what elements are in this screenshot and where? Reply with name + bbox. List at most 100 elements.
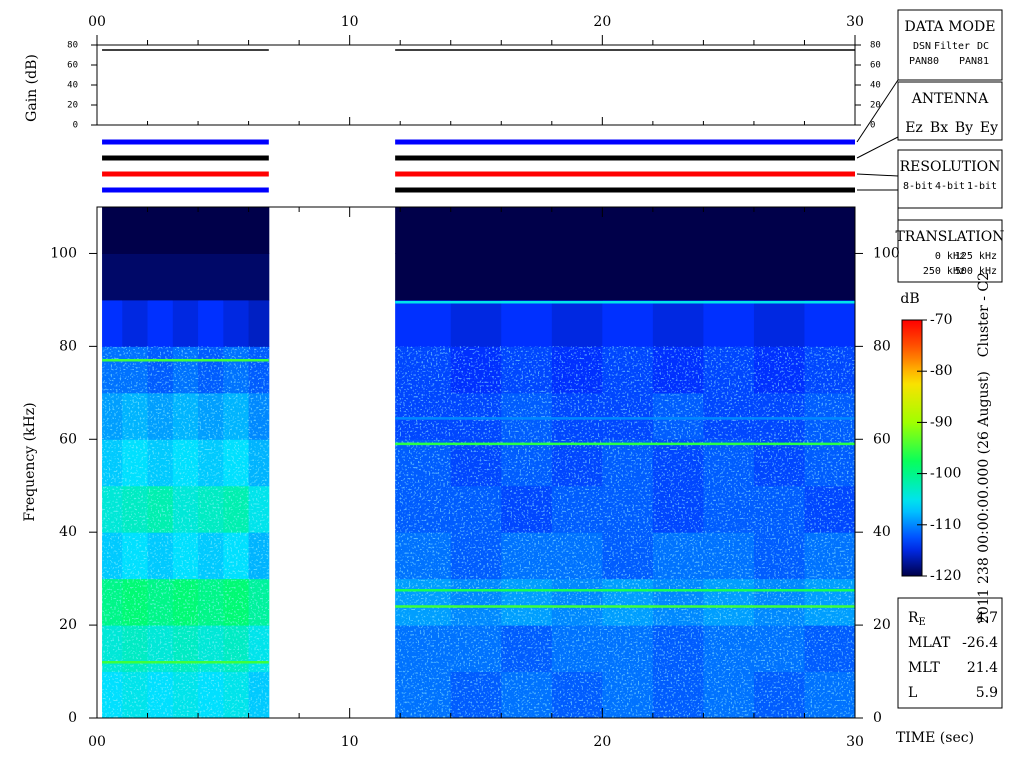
colorbar: [901, 319, 923, 577]
legend-item: 125 kHz: [955, 251, 997, 262]
spectrogram-cell: [602, 299, 654, 347]
x-tick-label: 00: [88, 734, 106, 750]
info-box: [897, 597, 1003, 709]
spectrogram-cell: [248, 253, 270, 301]
y-axis-label: Frequency (kHz): [22, 402, 38, 521]
y-tick-label-right: 20: [873, 617, 891, 633]
y-tick-label-right: 40: [873, 524, 891, 540]
x-axis-label: TIME (sec): [896, 730, 974, 746]
y-tick-label: 20: [59, 617, 77, 633]
date: 2011 238 00:00:00.000 (26 August): [976, 371, 992, 624]
spectrogram-cell: [551, 299, 603, 347]
x-tick-label-top: 00: [88, 14, 106, 30]
x-tick-label: 10: [341, 734, 359, 750]
connector: [857, 189, 899, 221]
spectrogram-cell: [223, 207, 250, 254]
info-value: 4.7: [976, 610, 998, 626]
connector: [856, 79, 899, 143]
legend-item: 1-bit: [967, 181, 997, 192]
legend-item: PAN81: [959, 56, 989, 67]
info-label-text: R: [908, 610, 919, 626]
info-label-text: MLT: [908, 660, 940, 676]
spectrogram-cell: [652, 207, 704, 254]
legend-item: 500 kHz: [955, 266, 997, 277]
y-tick-label: 0: [68, 710, 77, 726]
spectrogram-cell: [501, 207, 553, 254]
spectrogram-cell: [450, 207, 502, 254]
spectrogram: [102, 207, 856, 719]
spectrogram-cell: [172, 207, 199, 254]
gain-tick-label: 20: [67, 101, 78, 111]
y-tick-label: 80: [59, 338, 77, 354]
legend-item: 0 kHz: [935, 251, 965, 262]
spectrogram-cell: [450, 253, 502, 301]
speckle-texture: [395, 346, 855, 718]
x-tick-label-top: 30: [846, 14, 864, 30]
spectrogram-cell: [551, 207, 603, 254]
info-label: MLT: [908, 660, 940, 676]
spectrogram-cell: [102, 299, 123, 347]
gain-tick-label-right: 80: [870, 41, 881, 51]
legend-box: [897, 219, 1003, 283]
info-value: 21.4: [967, 660, 998, 676]
y-tick-label-right: 0: [873, 710, 882, 726]
gain-tick-label-right: 0: [870, 121, 875, 131]
legend-box: [897, 9, 1003, 81]
legend-item: 4-bit: [935, 181, 965, 192]
legend-item: 8-bit: [903, 181, 933, 192]
spectrogram-cell: [147, 299, 174, 347]
x-tick-label: 20: [593, 734, 611, 750]
gain-frame: [96, 44, 856, 126]
spectrogram-cell: [804, 253, 856, 301]
legend-item: Ey: [980, 120, 998, 136]
y-tick-label-right: 60: [873, 431, 891, 447]
spectrogram-cell: [147, 207, 174, 254]
spectrogram-cell: [122, 207, 149, 254]
spectrogram-cell: [652, 253, 704, 301]
spectrogram-cell: [198, 253, 224, 301]
legend-item: Ez: [905, 120, 923, 136]
legend-title: DATA MODE: [905, 19, 996, 35]
spectrogram-cell: [122, 253, 149, 301]
gain-tick-label: 0: [73, 121, 78, 131]
spectrogram-cell: [395, 253, 452, 301]
connector: [856, 173, 899, 177]
spectrogram-cell: [501, 253, 553, 301]
info-label: L: [908, 685, 917, 701]
gain-tick-label-right: 20: [870, 101, 881, 111]
spectrogram-cell: [122, 299, 149, 347]
colorbar-tick-label: -110: [930, 517, 961, 533]
spectrogram-cell: [102, 207, 123, 254]
gain-axis-label: Gain (dB): [24, 54, 40, 122]
spacecraft: Cluster - C2: [976, 272, 992, 357]
spectrogram-cell: [450, 299, 502, 347]
gain-tick-label: 60: [67, 61, 78, 71]
spectrogram-cell: [172, 253, 199, 301]
spectrogram-cell: [703, 299, 755, 347]
spectrogram-cell: [753, 299, 805, 347]
y-tick-label: 100: [50, 245, 77, 261]
legend-item: By: [955, 120, 973, 136]
info-label: MLAT: [908, 635, 951, 651]
legend-item: Bx: [930, 120, 948, 136]
legend-item: DC: [977, 41, 989, 52]
spectrogram-frame: [96, 206, 856, 719]
colorbar-label: dB: [900, 291, 919, 307]
spectrogram-cell: [147, 253, 174, 301]
y-tick-label: 40: [59, 524, 77, 540]
legend-item: DSN: [913, 41, 931, 52]
legend-title: RESOLUTION: [900, 159, 1001, 175]
y-tick-label: 60: [59, 431, 77, 447]
y-tick-label-right: 80: [873, 338, 891, 354]
legend-box: [897, 149, 1003, 209]
info-label-sub: E: [919, 617, 926, 628]
speckle-texture: [102, 346, 269, 718]
info-label-text: L: [908, 685, 917, 701]
colorbar-tick-label: -120: [930, 568, 961, 584]
spectrogram-cell: [703, 207, 755, 254]
legend-item: Filter: [934, 41, 970, 52]
spectrogram-cell: [223, 253, 250, 301]
colorbar-tick-label: -100: [930, 466, 961, 482]
